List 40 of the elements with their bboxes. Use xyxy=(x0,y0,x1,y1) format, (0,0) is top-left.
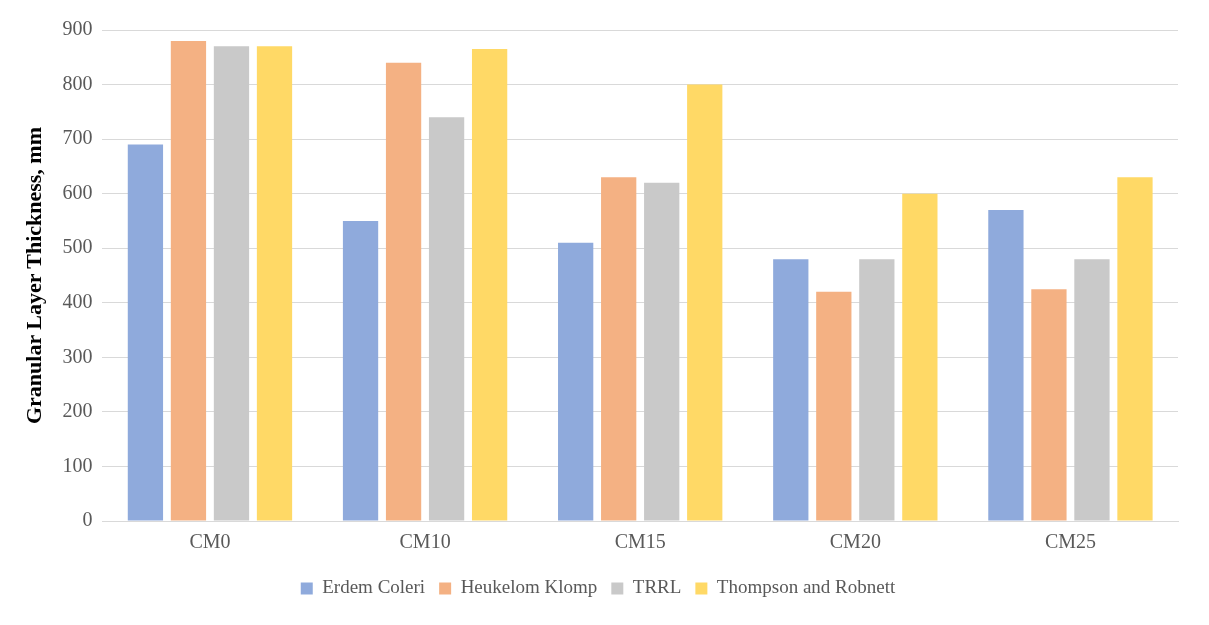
x-tick-label: CM20 xyxy=(829,530,881,553)
x-tick-label: CM0 xyxy=(189,530,231,553)
bar xyxy=(471,49,508,521)
bar xyxy=(859,259,895,521)
bar xyxy=(428,117,465,521)
legend-label: TRRL xyxy=(632,576,682,598)
legend-label: Erdem Coleri xyxy=(322,576,426,598)
bar xyxy=(816,291,852,521)
bar xyxy=(1074,259,1110,521)
legend-label: Thompson and Robnett xyxy=(716,576,896,598)
bar xyxy=(902,193,938,521)
bar xyxy=(342,220,379,521)
y-tick-label: 200 xyxy=(62,399,93,422)
bar xyxy=(385,62,422,521)
y-tick-label: 500 xyxy=(62,235,93,258)
bar xyxy=(256,46,293,521)
y-tick-label: 0 xyxy=(82,508,93,531)
y-tick-label: 100 xyxy=(62,453,93,476)
bar xyxy=(988,210,1024,521)
bar xyxy=(213,46,250,521)
y-tick-label: 700 xyxy=(62,126,93,149)
y-tick-label: 800 xyxy=(62,71,93,94)
y-axis-title: Granular Layer Thickness, mm xyxy=(20,126,46,425)
bar xyxy=(644,182,680,521)
y-tick-label: 900 xyxy=(62,17,93,40)
bar xyxy=(773,259,809,521)
x-tick-label: CM15 xyxy=(614,530,666,553)
bar xyxy=(1031,289,1067,521)
x-tick-label: CM25 xyxy=(1044,530,1096,553)
y-tick-label: 400 xyxy=(62,290,93,313)
bar xyxy=(127,144,164,521)
y-tick-label: 600 xyxy=(62,180,93,203)
bar xyxy=(601,177,637,521)
bar xyxy=(687,84,723,521)
y-tick-label: 300 xyxy=(62,344,93,367)
x-tick-label: CM10 xyxy=(399,530,451,553)
bar xyxy=(170,40,207,521)
bar xyxy=(558,242,594,521)
legend-label: Heukelom Klomp xyxy=(460,576,598,598)
bar xyxy=(1117,177,1153,521)
